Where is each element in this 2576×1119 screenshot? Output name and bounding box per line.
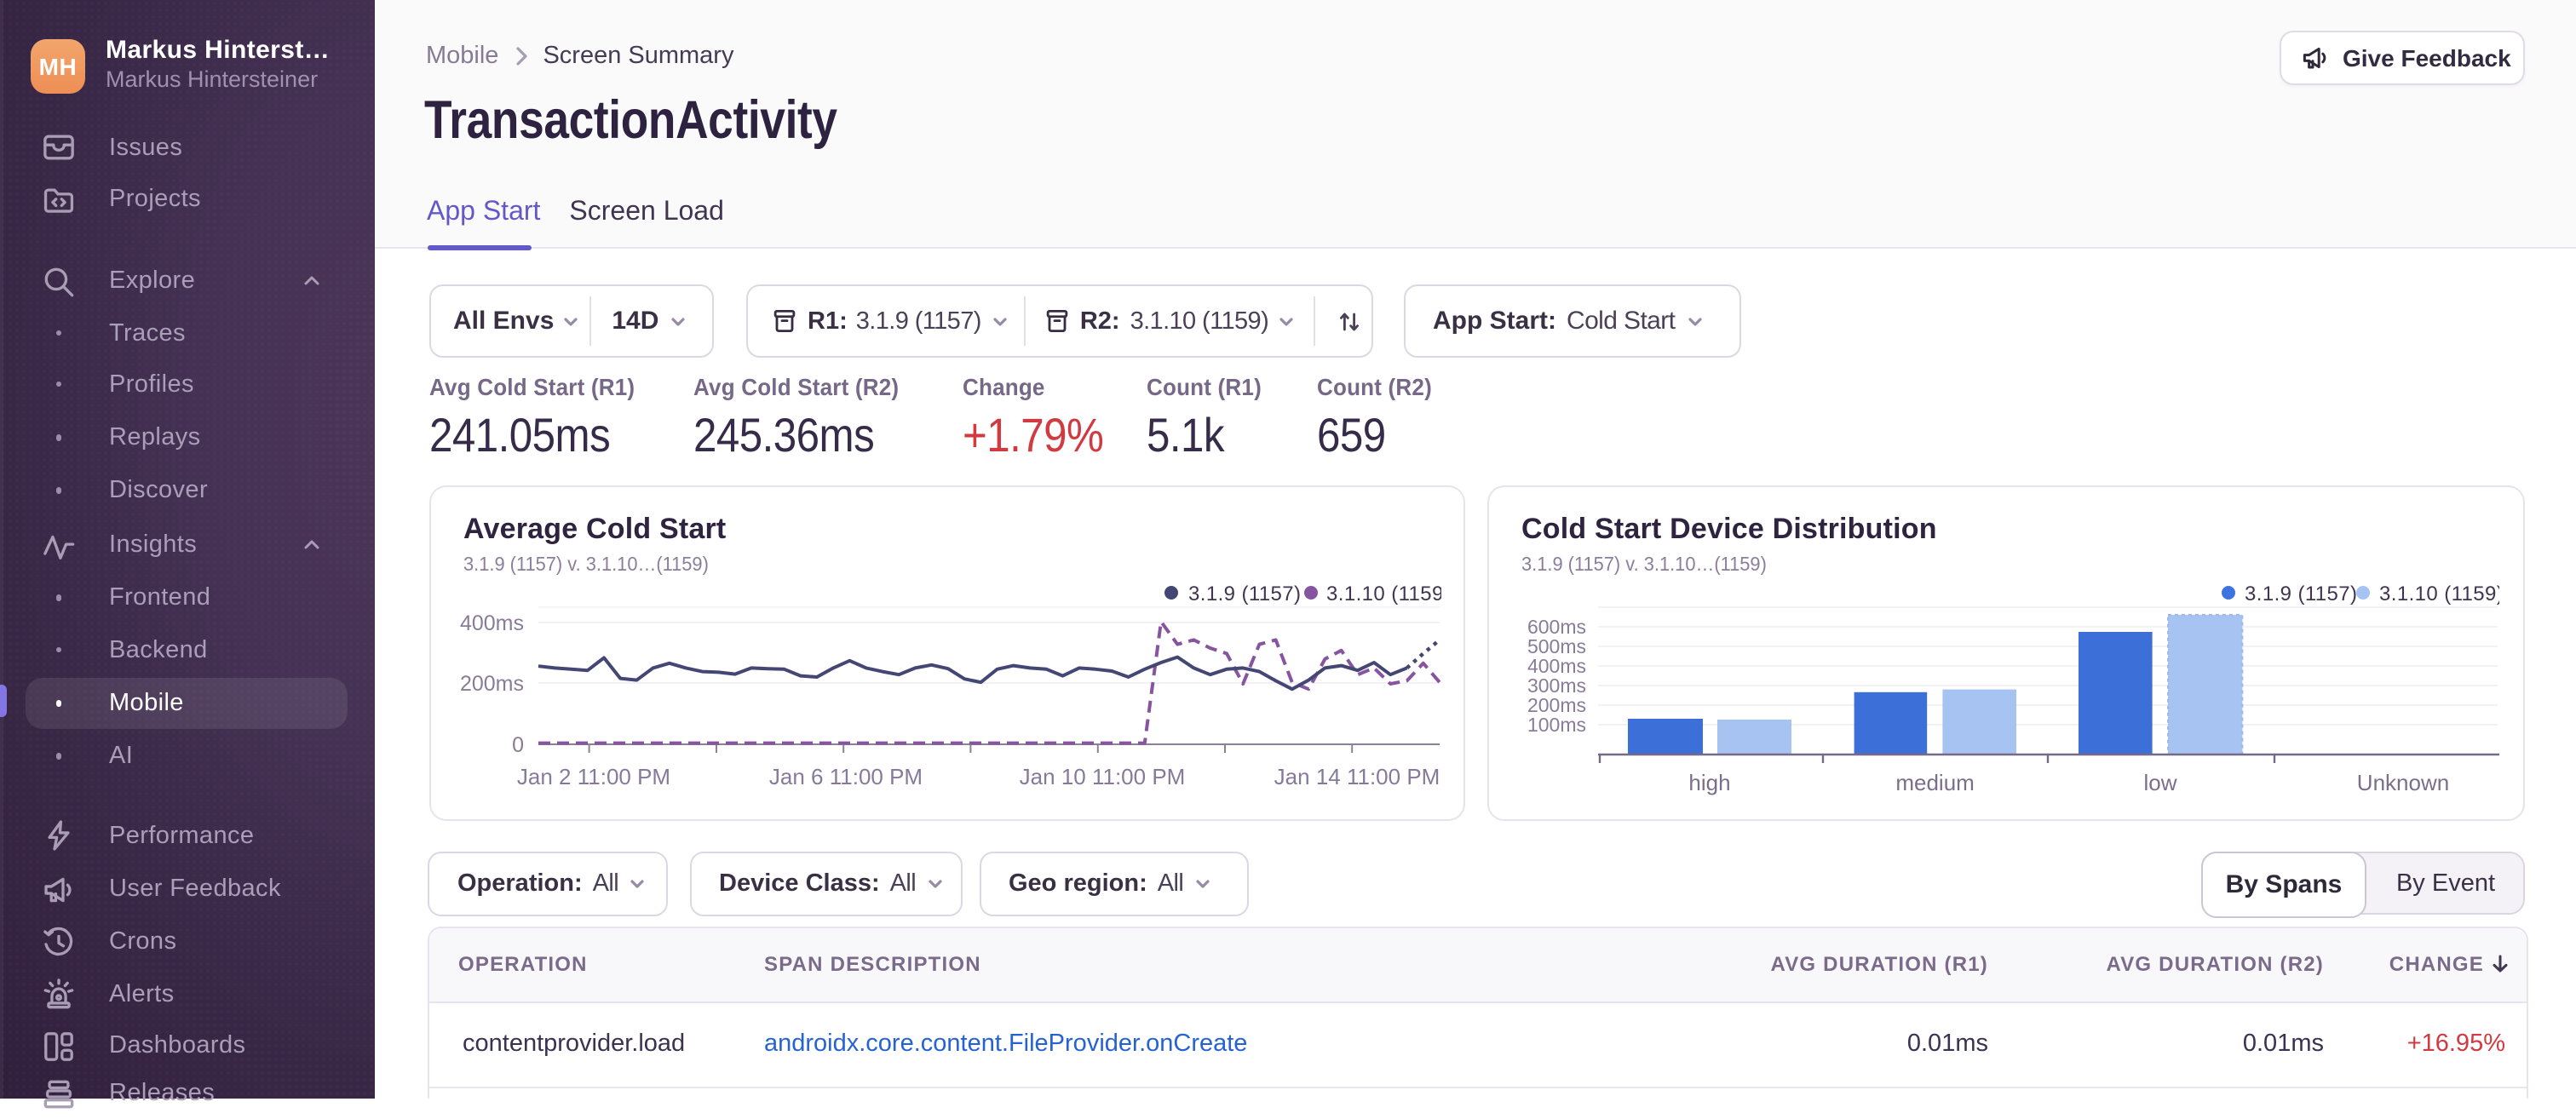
svg-text:low: low [2142,770,2176,795]
svg-text:400ms: 400ms [1527,655,1585,677]
svg-text:3.1.9 (1157): 3.1.9 (1157) [1187,582,1300,605]
svg-text:3.1.9 (1157): 3.1.9 (1157) [2244,582,2356,605]
svg-text:Jan 14 11:00 PM: Jan 14 11:00 PM [1274,764,1440,789]
svg-text:Jan 2 11:00 PM: Jan 2 11:00 PM [516,764,670,789]
svg-text:600ms: 600ms [1527,616,1585,638]
svg-text:300ms: 300ms [1527,674,1585,697]
svg-text:Unknown: Unknown [2356,770,2448,795]
svg-text:Jan 10 11:00 PM: Jan 10 11:00 PM [1019,764,1185,789]
svg-text:3.1.10 (1159): 3.1.10 (1159) [2378,582,2498,605]
svg-text:100ms: 100ms [1527,714,1585,736]
svg-text:Jan 6 11:00 PM: Jan 6 11:00 PM [768,764,922,789]
svg-text:medium: medium [1895,770,1973,795]
svg-text:200ms: 200ms [1527,694,1585,716]
svg-text:500ms: 500ms [1527,635,1585,657]
svg-text:high: high [1688,770,1729,795]
svg-text:3.1.10 (1159): 3.1.10 (1159) [1325,582,1440,605]
svg-text:0: 0 [511,733,523,757]
svg-text:400ms: 400ms [459,611,523,635]
svg-text:200ms: 200ms [459,672,523,696]
